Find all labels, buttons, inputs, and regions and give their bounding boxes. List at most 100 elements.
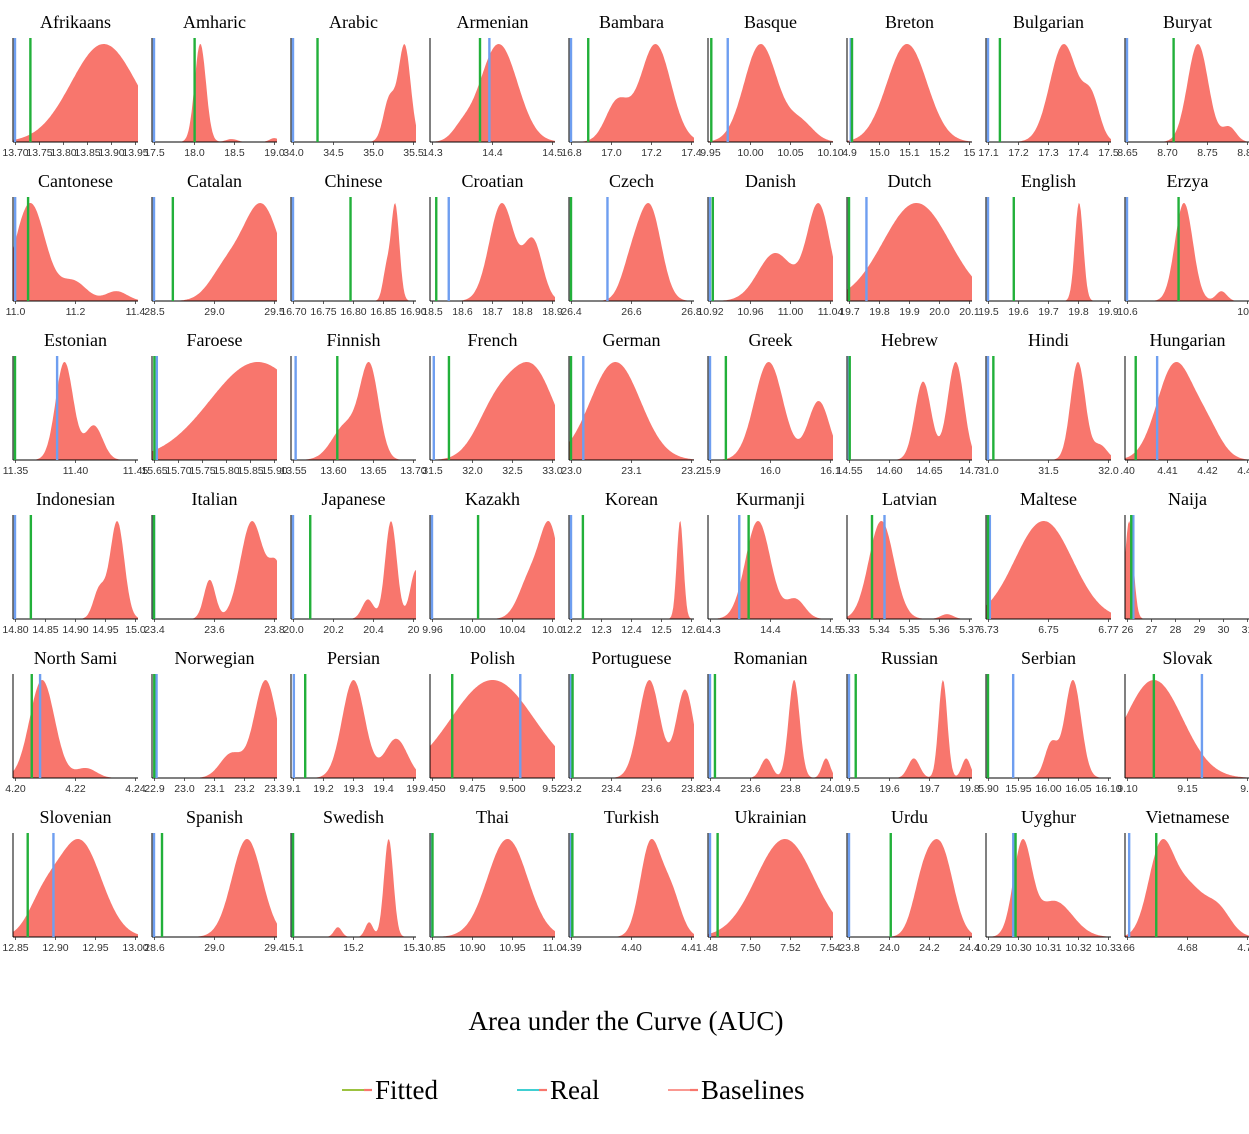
- panel-finnish: Finnish 13.55 13.60 13.65 13.70: [280, 330, 426, 477]
- x-tick-label: 13.85: [74, 147, 100, 159]
- panel-title: Kazakh: [465, 489, 520, 509]
- x-tick-label: 23.8: [264, 624, 285, 636]
- panel-title: English: [1021, 171, 1076, 191]
- x-tick-label: 23.3: [264, 783, 285, 795]
- panel-title: Latvian: [882, 489, 937, 509]
- baseline-density-area: [708, 44, 833, 142]
- x-tick-label: 31.5: [422, 465, 443, 477]
- baseline-density-area: [986, 521, 1111, 619]
- x-tick-label: 10.7: [1237, 306, 1249, 318]
- x-tick-label: 5.90: [978, 783, 999, 795]
- x-tick-label: 23.6: [740, 783, 761, 795]
- x-tick-label: 28.5: [144, 306, 165, 318]
- panel-title: Vietnamese: [1146, 807, 1230, 827]
- x-tick-label: 9.95: [700, 147, 721, 159]
- x-tick-label: 11.45: [123, 465, 149, 477]
- x-tick-label: 29: [1194, 624, 1206, 636]
- panel-title: Danish: [745, 171, 796, 191]
- x-tick-label: 11.04: [818, 306, 844, 318]
- panel-dutch: Dutch 19.7 19.8 19.9 20.0 20.1: [839, 171, 980, 318]
- panel-title: Italian: [192, 489, 238, 509]
- x-tick-label: 17.4: [681, 147, 702, 159]
- panel-title: Indonesian: [36, 489, 115, 509]
- x-tick-label: 10.05: [777, 147, 803, 159]
- x-tick-label: 20.2: [323, 624, 344, 636]
- panel-title: Russian: [881, 648, 938, 668]
- x-tick-label: 15.0: [869, 147, 890, 159]
- x-tick-label: 15.2: [929, 147, 950, 159]
- x-tick-label: 12.6: [681, 624, 702, 636]
- baseline-density-area: [708, 203, 833, 301]
- x-tick-label: 23.6: [641, 783, 662, 795]
- panel-german: German 23.0 23.1 23.2: [561, 330, 702, 477]
- x-tick-label: 4.68: [1177, 942, 1198, 954]
- panel-indonesian: Indonesian 14.80 14.85 14.90 14.95 15.0: [2, 489, 146, 636]
- x-tick-label: 23.6: [204, 624, 225, 636]
- x-tick-label: 11.0: [6, 306, 26, 318]
- panel-naija: Naija 26 27 28 29 30 31: [1122, 489, 1249, 636]
- x-tick-label: 10.96: [737, 306, 763, 318]
- panel-title: Slovak: [1162, 648, 1212, 668]
- panel-korean: Korean 12.2 12.3 12.4 12.5 12.6: [561, 489, 702, 636]
- baseline-density-area: [708, 680, 833, 778]
- x-tick-label: 13.00: [122, 942, 148, 954]
- baseline-density-area: [847, 362, 972, 460]
- x-tick-label: 14.3: [422, 147, 443, 159]
- x-tick-label: 16.80: [340, 306, 366, 318]
- x-tick-label: 19.3: [343, 783, 364, 795]
- x-tick-label: 16.10: [1095, 783, 1121, 795]
- x-tick-label: 34.0: [283, 147, 304, 159]
- x-tick-label: 13.70: [400, 465, 426, 477]
- baseline-density-area: [291, 680, 416, 778]
- x-tick-label: 23.2: [681, 465, 702, 477]
- baseline-density-area: [13, 203, 138, 301]
- x-tick-label: 29.0: [204, 306, 225, 318]
- x-tick-label: 14.85: [32, 624, 58, 636]
- x-tick-label: 27: [1146, 624, 1158, 636]
- legend: Fitted Real Baselines: [342, 1075, 804, 1105]
- x-tick-label: 16.70: [280, 306, 306, 318]
- x-tick-label: 15.0: [125, 624, 146, 636]
- x-tick-label: 19.8: [959, 783, 980, 795]
- x-tick-label: 24.0: [879, 942, 900, 954]
- baseline-density-area: [13, 680, 138, 778]
- x-tick-label: 18.6: [452, 306, 473, 318]
- baseline-density-area: [291, 839, 416, 937]
- x-tick-label: 24.0: [820, 783, 841, 795]
- baseline-density-area: [569, 680, 694, 778]
- x-tick-label: 20: [408, 624, 420, 636]
- x-tick-label: 10.33: [1095, 942, 1121, 954]
- panel-title: Kurmanji: [736, 489, 805, 509]
- x-tick-label: 13.80: [50, 147, 76, 159]
- x-tick-label: 15.80: [213, 465, 239, 477]
- panel-bulgarian: Bulgarian 17.1 17.2 17.3 17.4 17.5: [978, 12, 1119, 159]
- x-tick-label: 8.70: [1157, 147, 1178, 159]
- panel-title: Turkish: [604, 807, 659, 827]
- panel-italian: Italian 23.4 23.6 23.8: [144, 489, 285, 636]
- x-tick-label: 17.2: [641, 147, 662, 159]
- panel-slovak: Slovak 9.10 9.15 9.2: [1117, 648, 1249, 795]
- baseline-density-area: [152, 680, 277, 778]
- baseline-density-area: [430, 680, 555, 778]
- x-tick-label: 4.43: [1237, 465, 1249, 477]
- x-tick-label: 26.6: [621, 306, 642, 318]
- panel-serbian: Serbian 5.90 15.95 16.00 16.05 16.10: [978, 648, 1122, 795]
- panel-romanian: Romanian 23.4 23.6 23.8 24.0: [700, 648, 841, 795]
- panel-turkish: Turkish 4.39 4.40 4.41: [561, 807, 702, 954]
- panel-maltese: Maltese 6.73 6.75 6.77: [978, 489, 1119, 636]
- panel-slovenian: Slovenian 12.85 12.90 12.95 13.00: [2, 807, 148, 954]
- x-tick-label: 15.3: [403, 942, 424, 954]
- panel-erzya: Erzya 10.6 10.7: [1117, 171, 1249, 318]
- x-tick-label: 15.75: [189, 465, 215, 477]
- x-tick-label: 19.8: [1068, 306, 1089, 318]
- panel-title: Dutch: [888, 171, 932, 191]
- panel-portuguese: Portuguese 23.2 23.4 23.6 23.8: [561, 648, 702, 795]
- x-tick-label: 11.0: [543, 942, 563, 954]
- x-axis-label: Area under the Curve (AUC): [469, 1006, 784, 1036]
- panel-title: Hebrew: [881, 330, 938, 350]
- panel-title: German: [603, 330, 661, 350]
- x-tick-label: 23.4: [144, 624, 165, 636]
- panel-armenian: Armenian 14.3 14.4 14.5: [422, 12, 563, 159]
